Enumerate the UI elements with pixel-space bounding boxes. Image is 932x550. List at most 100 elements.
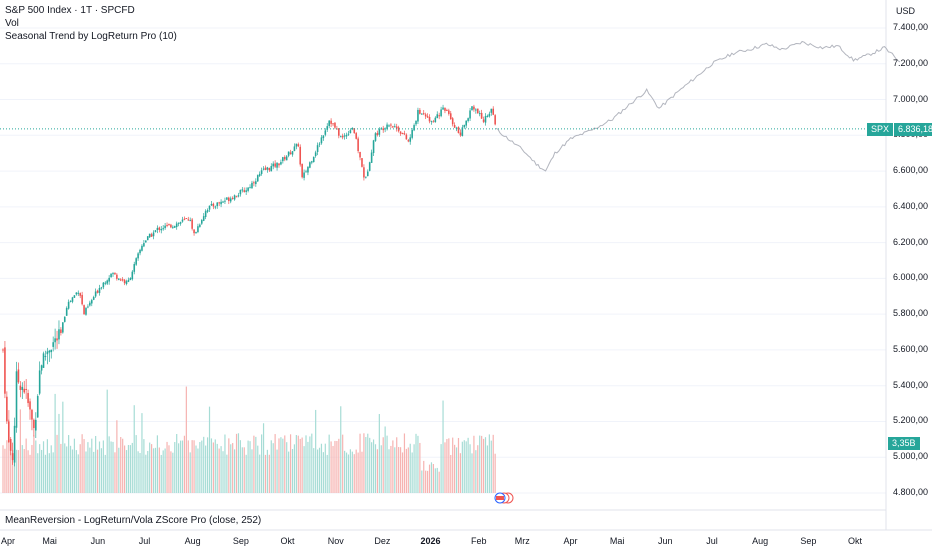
candle [490, 108, 493, 116]
volume-bar [133, 405, 135, 493]
candle [428, 114, 431, 124]
volume-bar [98, 441, 101, 493]
volume-bar [295, 434, 297, 493]
candle [309, 161, 311, 169]
volume-bar [54, 393, 56, 493]
candle [411, 128, 413, 140]
volume-bar [6, 440, 8, 493]
candle [63, 316, 66, 323]
volume-bar [152, 448, 155, 493]
volume-bar [230, 444, 232, 493]
candle [199, 223, 201, 228]
volume-bar [376, 449, 379, 493]
candle [222, 200, 224, 203]
volume-bar [87, 442, 89, 493]
volume-bar [318, 447, 321, 493]
candle [251, 180, 253, 189]
volume-bar [430, 462, 433, 493]
volume-bar [166, 441, 168, 493]
volume-bar [261, 434, 263, 493]
volume-bar [241, 447, 243, 493]
volume-bar [10, 442, 12, 493]
candle [426, 113, 429, 118]
candle [289, 149, 292, 155]
candle [212, 202, 215, 210]
volume-bar [446, 439, 448, 493]
volume-bar [85, 451, 87, 493]
volume-bar [58, 413, 60, 493]
volume-bar [452, 437, 454, 493]
volume-bar [73, 438, 76, 493]
volume-bar [436, 467, 438, 493]
seasonal-trend-line [495, 40, 901, 172]
candle [432, 119, 435, 123]
volume-bar [270, 440, 272, 493]
candle [287, 151, 290, 158]
candle [89, 300, 91, 307]
volume-bar [405, 448, 407, 493]
candle [449, 110, 452, 120]
volume-bar [330, 441, 332, 493]
volume-bar [189, 452, 191, 493]
candle [218, 201, 220, 207]
candle [444, 107, 446, 114]
candle [291, 151, 294, 157]
candle [295, 143, 298, 150]
volume-bar [482, 438, 485, 493]
candle [303, 169, 305, 181]
volume-bar [228, 438, 230, 493]
volume-bar [176, 434, 178, 493]
volume-bar [108, 436, 110, 493]
price-tick-label: 6.400,00 [893, 200, 929, 211]
volume-bar [201, 440, 203, 493]
price-tick-label: 7.400,00 [893, 22, 929, 32]
candle [247, 187, 249, 193]
candle [31, 408, 33, 431]
time-tick-label: Nov [327, 536, 344, 546]
earnings-flag-icon[interactable] [494, 492, 514, 504]
candle [347, 130, 350, 137]
volume-bar [106, 389, 108, 493]
volume-bar [50, 445, 52, 493]
mean-reversion-indicator-label[interactable]: MeanReversion - LogReturn/Vola ZScore Pr… [5, 515, 262, 526]
candle [197, 223, 199, 234]
seasonal-indicator-legend[interactable]: Seasonal Trend by LogReturn Pro (10) [5, 31, 177, 42]
currency-label[interactable]: USD [896, 6, 916, 16]
volume-bar [191, 440, 193, 493]
candle [129, 277, 132, 281]
volume-bar [307, 441, 309, 493]
volume-bar [454, 444, 456, 493]
volume-bar [349, 449, 351, 493]
volume-bar [396, 437, 398, 493]
volume-bar [407, 447, 409, 493]
volume-legend[interactable]: Vol [5, 18, 19, 29]
candle [467, 117, 469, 123]
volume-bar [122, 438, 124, 493]
volume-bar [218, 448, 220, 493]
symbol-title[interactable]: S&P 500 Index · 1T · SPCFD [5, 5, 135, 16]
candle [330, 118, 332, 127]
candle [326, 123, 329, 132]
candle [341, 133, 344, 140]
volume-bar [282, 438, 284, 493]
candle [278, 163, 280, 168]
candle [368, 161, 371, 172]
volume-bar [116, 420, 118, 493]
volume-bar [68, 435, 70, 493]
volume-bar [118, 447, 120, 493]
volume-bar [450, 454, 452, 493]
volume-bar [77, 454, 79, 493]
candle [139, 248, 141, 256]
time-tick-label: Mai [609, 536, 625, 546]
candle [253, 180, 255, 187]
volume-bar [23, 449, 25, 493]
volume-bar [137, 451, 139, 493]
candle [482, 116, 485, 124]
candle [127, 277, 130, 283]
time-tick-label: Aug [184, 536, 201, 546]
volume-bar [417, 435, 419, 493]
candle [480, 109, 483, 120]
candle [214, 205, 217, 210]
candle [204, 209, 207, 220]
